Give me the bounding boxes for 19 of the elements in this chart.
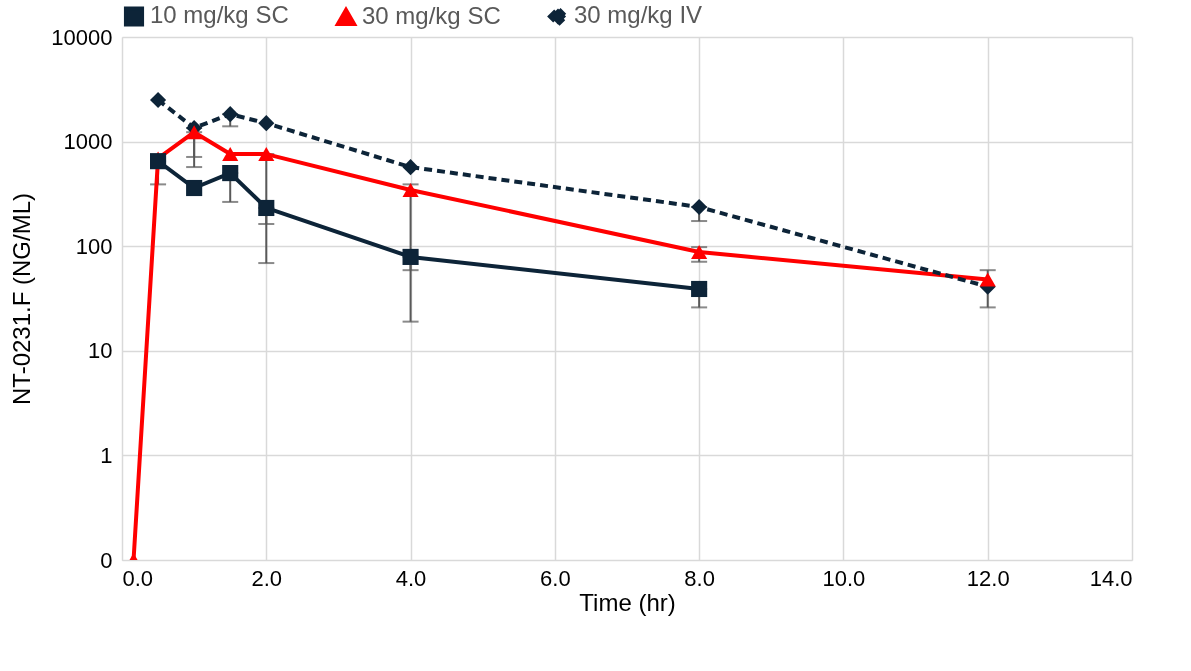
legend-label: 30 mg/kg SC — [362, 2, 501, 30]
x-tick-label: 6.0 — [540, 565, 571, 591]
y-axis-title: NT-0231.F (NG/ML) — [8, 192, 36, 406]
x-tick-label: 8.0 — [684, 565, 715, 591]
x-tick-label: 0.0 — [122, 565, 154, 591]
x-tick-label: 4.0 — [395, 565, 427, 591]
y-tick-label: 10000 — [51, 24, 113, 50]
y-tick-label: 1 — [100, 442, 113, 468]
legend-label: 10 mg/kg SC — [150, 1, 289, 29]
x-tick-label: 14.0 — [1089, 565, 1133, 591]
x-tick-label: 10.0 — [822, 565, 866, 591]
legend-label: 30 mg/kg IV — [574, 1, 703, 29]
x-tick-label: 2.0 — [251, 565, 283, 591]
y-tick-label: 0 — [100, 547, 113, 573]
y-tick-label: 100 — [75, 233, 113, 259]
y-tick-label: 10 — [88, 338, 113, 364]
x-axis-title: Time (hr) — [579, 588, 676, 616]
x-tick-label: 12.0 — [966, 565, 1010, 591]
y-tick-label: 1000 — [63, 129, 113, 155]
